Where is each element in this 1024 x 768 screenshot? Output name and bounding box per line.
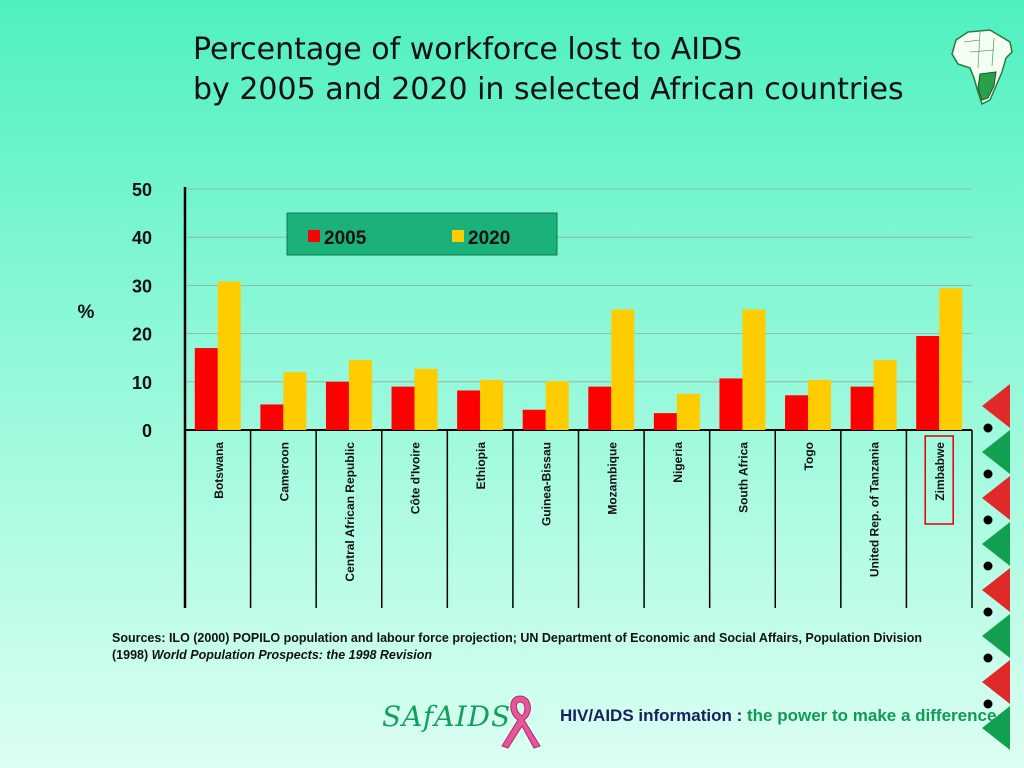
bar-2005: [785, 395, 809, 430]
side-decoration: [982, 384, 1010, 750]
tagline-part-2: the power to make a difference: [747, 706, 997, 725]
bar-2005: [522, 409, 546, 430]
x-tick-label: Cameroon: [277, 442, 291, 501]
y-tick-label: 30: [132, 276, 152, 296]
tagline-part-1: HIV/AIDS information :: [560, 706, 747, 725]
deco-triangle: [982, 430, 1010, 474]
deco-dot: [983, 699, 993, 709]
y-axis-label: %: [78, 302, 95, 323]
deco-triangle: [982, 660, 1010, 704]
x-tick-label: Zimbabwe: [933, 442, 947, 501]
deco-triangle: [982, 706, 1010, 750]
bar-2020: [348, 360, 372, 430]
sources-italic: World Population Prospects: the 1998 Rev…: [151, 648, 433, 662]
y-tick-label: 20: [132, 325, 152, 345]
y-tick-label: 10: [132, 373, 152, 393]
x-tick-label: Nigeria: [671, 442, 685, 483]
bar-2020: [480, 379, 504, 430]
africa-map-icon: [951, 29, 1013, 106]
deco-dot: [983, 561, 993, 571]
safaids-logo: SAfAIDS: [382, 700, 512, 733]
deco-triangle: [982, 476, 1010, 520]
bar-2005: [260, 404, 284, 430]
deco-dot: [983, 515, 993, 525]
x-tick-label: Ethiopia: [474, 442, 488, 490]
bar-2020: [939, 288, 963, 430]
y-tick-label: 0: [142, 421, 152, 441]
bar-2005: [391, 386, 415, 430]
x-tick-label: South Africa: [736, 442, 750, 513]
x-tick-label: Togo: [802, 442, 816, 470]
bar-chart: 0 10 20 30 40 50% Botswana Cameroon Central Afri…: [78, 180, 973, 608]
deco-triangle: [982, 614, 1010, 658]
title-line-2: by 2005 and 2020 in selected African cou…: [193, 72, 904, 107]
x-tick-label: Central African Republic: [343, 442, 357, 582]
bar-2020: [217, 281, 241, 430]
y-tick-label: 50: [132, 180, 152, 200]
y-tick-label: 40: [132, 228, 152, 248]
bar-2005: [653, 413, 677, 430]
legend-label-2005: 2005: [324, 228, 367, 249]
sources-note: Sources: ILO (2000) POPILO population an…: [112, 630, 932, 664]
bar-2020: [545, 381, 569, 430]
deco-triangle: [982, 522, 1010, 566]
legend-label-2020: 2020: [468, 228, 510, 249]
bar-2020: [808, 379, 832, 430]
bar-2005: [719, 378, 743, 430]
bar-2005: [194, 348, 218, 430]
deco-triangle: [982, 384, 1010, 428]
bar-2005: [588, 386, 612, 430]
highlight-box: [924, 435, 954, 525]
bar-2005: [325, 381, 349, 430]
bar-2005: [916, 336, 940, 430]
deco-dot: [983, 607, 993, 617]
aids-ribbon-icon: [501, 695, 541, 749]
sources-text: Sources: ILO (2000) POPILO population an…: [112, 631, 923, 662]
title-line-1: Percentage of workforce lost to AIDS: [193, 32, 743, 67]
x-tick-label: Côte d'Ivoire: [409, 442, 423, 515]
deco-dot: [983, 469, 993, 479]
bar-2005: [850, 386, 874, 430]
x-tick-label: Mozambique: [605, 442, 619, 515]
x-tick-label: Botswana: [212, 442, 226, 499]
bar-2020: [873, 360, 897, 430]
bar-2020: [414, 368, 438, 430]
deco-dot: [983, 423, 993, 433]
footer-tagline: HIV/AIDS information : the power to make…: [560, 706, 996, 726]
x-tick-label: Guinea-Bissau: [540, 442, 554, 526]
bar-2005: [457, 390, 481, 430]
bar-2020: [676, 393, 700, 430]
legend-swatch-2005: [308, 230, 320, 242]
bar-2020: [283, 372, 307, 430]
bar-2020: [611, 309, 635, 430]
x-tick-label: United Rep. of Tanzania: [868, 442, 882, 577]
bar-2020: [742, 309, 766, 430]
deco-triangle: [982, 568, 1010, 612]
chart-title: Percentage of workforce lost to AIDS by …: [193, 30, 904, 110]
deco-dot: [983, 653, 993, 663]
legend-box: [286, 212, 558, 256]
legend-swatch-2020: [452, 230, 464, 242]
